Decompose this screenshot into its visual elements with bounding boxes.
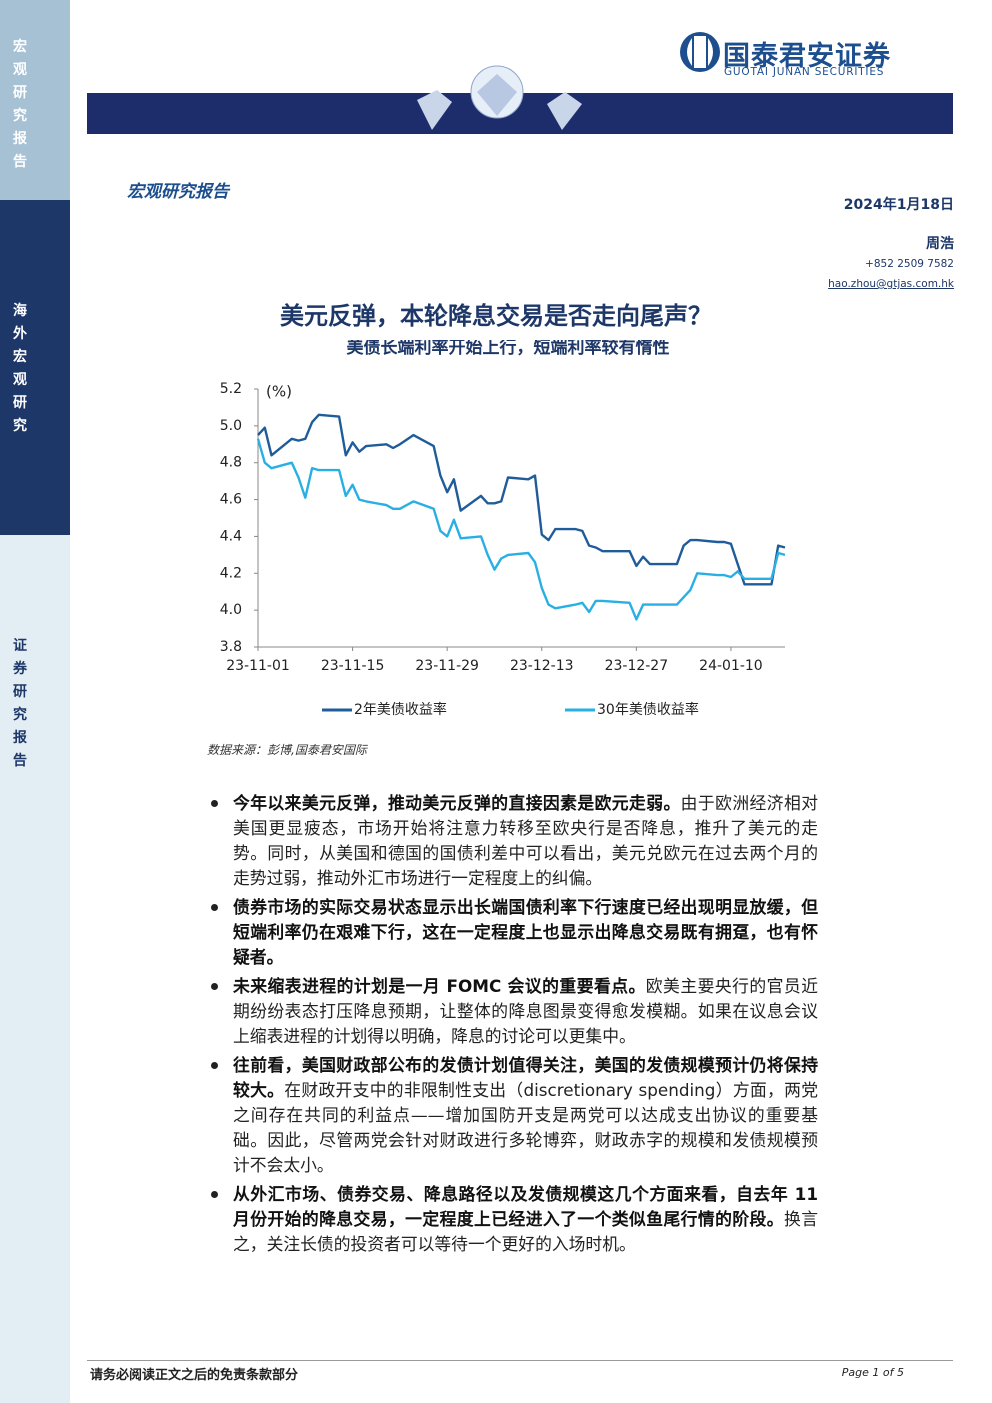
author-name: 周浩	[926, 236, 954, 252]
sidebar-bottom: 证券研究报告	[0, 535, 70, 1403]
x-tick-label: 23-12-13	[510, 658, 574, 674]
bullet: 债券市场的实际交易状态显示出长端国债利率下行速度已经出现明显放缓，但短端利率仍在…	[211, 895, 818, 970]
footer-disclaimer: 请务必阅读正文之后的免责条款部分	[90, 1368, 299, 1383]
sidebar-label: 宏观研究报告	[13, 39, 27, 170]
y-tick-label: 5.0	[220, 418, 242, 434]
x-tick-label: 24-01-10	[699, 658, 763, 674]
bullet-text: 在财政开支中的非限制性支出（discretionary spending）方面，…	[233, 1080, 818, 1175]
logo	[680, 32, 720, 72]
y-tick-label: 4.2	[220, 565, 242, 581]
doc-title: 美元反弹，本轮降息交易是否走向尾声？	[280, 301, 712, 330]
bullet-bold: 往前看，美国财政部公布的发债计划值得关注，美国的发债规模预计仍将保持较大。	[233, 1055, 818, 1100]
sidebar-top: 宏观研究报告	[0, 0, 70, 200]
logo-cn: 国泰君安证券	[723, 41, 891, 72]
chart: 美债长端利率开始上行，短端利率较有惰性 (%) 3.8 4.0 4.2 4.4 4.6 4…	[220, 340, 786, 718]
bullet-text: 欧美主要央行的官员近期纷纷表态打压降息预期，让整体的降息图景变得愈发模糊。如果在…	[233, 976, 818, 1046]
bullet-dot	[211, 1191, 218, 1198]
series-line	[257, 413, 786, 586]
bullet-bold: 未来缩表进程的计划是一月 FOMC 会议的重要看点。	[233, 976, 646, 996]
bullet-dot	[211, 983, 218, 990]
series-line	[256, 438, 786, 621]
y-tick-label: 4.6	[220, 492, 242, 508]
report-date: 2024年1月18日	[843, 197, 954, 213]
source-note: 数据来源：彭博,国泰君安国际	[207, 743, 367, 757]
header-banner	[87, 65, 953, 134]
y-tick-label: 4.8	[220, 455, 242, 471]
bullet: 从外汇市场、债券交易、降息路径以及发债规模这几个方面来看，自去年 11 月份开始…	[211, 1182, 818, 1257]
y-tick-label: 4.4	[220, 528, 242, 544]
bullet: 未来缩表进程的计划是一月 FOMC 会议的重要看点。欧美主要央行的官员近期纷纷表…	[211, 974, 818, 1049]
bullet: 往前看，美国财政部公布的发债计划值得关注，美国的发债规模预计仍将保持较大。在财政…	[211, 1053, 818, 1178]
author-email: hao.zhou@gtjas.com.hk	[828, 278, 954, 290]
y-tick-label: 4.0	[220, 602, 242, 618]
author-phone: +852 2509 7582	[865, 258, 954, 270]
legend-label: 2年美债收益率	[354, 701, 447, 718]
footer-rule	[87, 1360, 953, 1361]
bullet-text: 由于欧洲经济相对美国更显疲态，市场开始将注意力转移至欧央行是否降息，推升了美元的…	[233, 793, 818, 888]
bullet-dot	[211, 1062, 218, 1069]
x-tick-label: 23-11-29	[415, 658, 479, 674]
bullet-list: 今年以来美元反弹，推动美元反弹的直接因素是欧元走弱。由于欧洲经济相对美国更显疲态…	[211, 791, 818, 1261]
logo-en: GUOTAI JUNAN SECURITIES	[724, 66, 885, 78]
bullet-bold: 今年以来美元反弹，推动美元反弹的直接因素是欧元走弱。	[233, 793, 681, 813]
sidebar-label: 海外宏观研究	[13, 303, 27, 434]
footer-page: Page 1 of 5	[841, 1366, 904, 1379]
x-tick-label: 23-12-27	[605, 658, 669, 674]
legend-label: 30年美债收益率	[597, 701, 699, 718]
y-tick-label: 5.2	[220, 381, 242, 397]
x-tick-label: 23-11-15	[321, 658, 385, 674]
y-tick-label: 3.8	[220, 639, 242, 655]
bullet-text: 换言之，关注长债的投资者可以等待一个更好的入场时机。	[233, 1209, 818, 1254]
sidebar-middle: 海外宏观研究	[0, 200, 70, 535]
bullet-dot	[211, 800, 218, 807]
bullet-bold: 债券市场的实际交易状态显示出长端国债利率下行速度已经出现明显放缓，但短端利率仍在…	[233, 897, 818, 967]
bullet-bold: 从外汇市场、债券交易、降息路径以及发债规模这几个方面来看，自去年 11 月份开始…	[233, 1184, 818, 1229]
bullet-dot	[211, 904, 218, 911]
bullet: 今年以来美元反弹，推动美元反弹的直接因素是欧元走弱。由于欧洲经济相对美国更显疲态…	[211, 791, 818, 891]
report-type: 宏观研究报告	[127, 182, 229, 202]
x-tick-label: 23-11-01	[226, 658, 290, 674]
sidebar-label: 证券研究报告	[13, 638, 27, 769]
chart-title: 美债长端利率开始上行，短端利率较有惰性	[347, 340, 670, 358]
unit-label: (%)	[266, 383, 292, 401]
